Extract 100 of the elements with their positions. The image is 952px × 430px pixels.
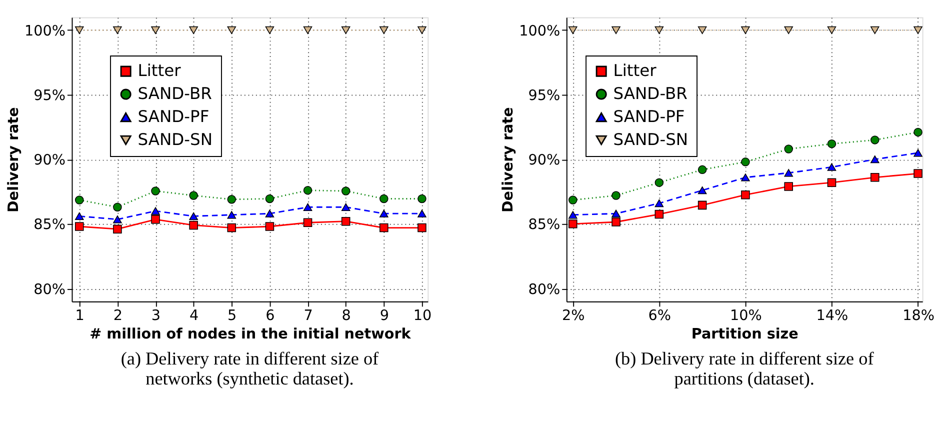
x-tick-label: 4	[189, 308, 199, 324]
x-axis-title: # million of nodes in the initial network	[90, 326, 412, 342]
point	[418, 26, 426, 34]
point	[380, 194, 388, 204]
point	[914, 149, 922, 157]
x-tick-label: 5	[228, 308, 237, 324]
point	[741, 26, 750, 34]
legend-label: Litter	[138, 61, 182, 80]
point	[265, 222, 274, 231]
y-tick-label: 100%	[519, 23, 560, 40]
point	[914, 169, 922, 178]
text: (b) Delivery rate in different size of partitions (dataset).	[614, 348, 875, 389]
point	[568, 211, 578, 219]
point	[698, 186, 707, 194]
point	[741, 174, 750, 182]
point	[303, 186, 312, 195]
point	[380, 26, 388, 34]
x-tick-label: 14%	[816, 308, 848, 324]
x-tick-label: 6%	[648, 308, 672, 324]
x-tick-label: 10%	[730, 308, 762, 324]
point	[612, 191, 620, 200]
point	[265, 26, 274, 34]
point	[827, 163, 836, 171]
point	[341, 216, 350, 226]
point	[698, 165, 707, 174]
point	[151, 207, 160, 215]
point	[784, 144, 793, 154]
point	[870, 136, 880, 144]
x-tick-label: 7	[304, 308, 313, 324]
point	[870, 26, 880, 34]
point	[341, 186, 350, 196]
x-tick-label: 2	[113, 308, 122, 324]
point	[827, 26, 836, 34]
point	[741, 158, 750, 166]
point	[612, 218, 620, 226]
point	[265, 210, 274, 218]
point	[189, 220, 198, 230]
y-tick-label: 80%	[528, 282, 560, 298]
point	[418, 210, 426, 218]
point	[113, 202, 122, 212]
point	[74, 26, 84, 34]
legend-label: SAND-SN	[138, 130, 213, 149]
point	[741, 190, 750, 200]
point	[189, 212, 198, 220]
y-tick-label: 100%	[24, 23, 66, 40]
y-tick-label: 85%	[34, 217, 66, 234]
y-tick-label: 90%	[528, 152, 560, 169]
point	[74, 222, 84, 231]
point	[827, 139, 836, 148]
point	[341, 203, 350, 211]
point	[784, 169, 793, 177]
y-axis-title: Delivery rate	[6, 106, 22, 212]
point	[914, 128, 922, 137]
point	[74, 212, 84, 220]
point	[151, 26, 160, 34]
point	[827, 178, 836, 187]
point	[870, 173, 880, 182]
point	[870, 155, 880, 164]
point	[784, 26, 793, 34]
point	[612, 26, 620, 34]
point	[303, 26, 312, 34]
point	[654, 210, 664, 219]
point	[303, 203, 312, 211]
point	[418, 194, 426, 204]
point	[568, 220, 578, 228]
x-tick-label: 6	[266, 308, 275, 324]
point	[151, 215, 160, 224]
x-tick-label: 18%	[902, 308, 934, 324]
point	[418, 223, 426, 232]
y-tick-label: 85%	[528, 217, 560, 234]
text: (a) Delivery rate in different size of networks (synthetic dataset).	[120, 348, 380, 389]
point	[265, 194, 274, 204]
x-tick-label: 2%	[562, 308, 585, 324]
point	[568, 196, 578, 204]
point	[151, 186, 160, 196]
point	[113, 26, 122, 34]
point	[113, 216, 122, 224]
point	[380, 210, 388, 218]
point	[654, 178, 664, 187]
x-tick-label: 3	[151, 308, 161, 324]
point	[698, 200, 707, 210]
point	[568, 26, 578, 34]
legend-label: SAND-PF	[138, 107, 210, 126]
point	[227, 26, 236, 34]
point	[227, 195, 236, 204]
point	[227, 223, 236, 232]
point	[654, 199, 664, 208]
point	[654, 26, 664, 34]
point	[784, 182, 793, 191]
point	[74, 196, 84, 204]
x-tick-label: 10	[413, 308, 432, 324]
point	[612, 210, 620, 218]
y-tick-label: 80%	[34, 282, 66, 298]
x-tick-label: 9	[380, 308, 389, 324]
point	[189, 26, 198, 34]
y-axis-title: Delivery rate	[500, 106, 516, 212]
x-axis-title: Partition size	[691, 326, 799, 342]
point	[113, 224, 122, 234]
legend-label: SAND-SN	[613, 130, 688, 149]
point	[303, 218, 312, 228]
